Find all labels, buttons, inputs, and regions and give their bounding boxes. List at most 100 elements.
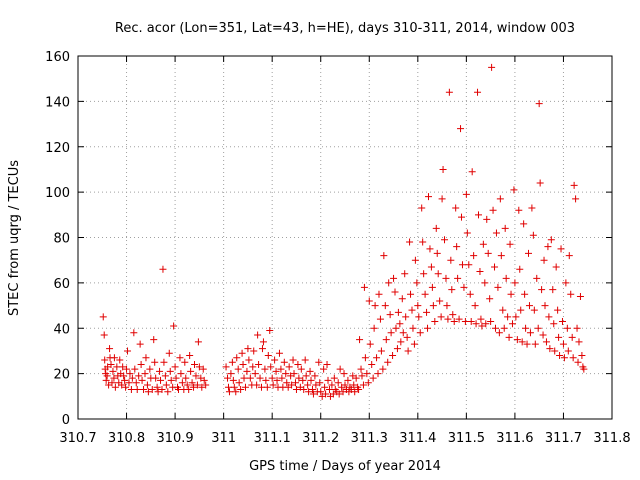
data-point-plus — [183, 381, 191, 389]
data-point-plus — [436, 297, 444, 305]
data-point-plus — [269, 381, 277, 389]
data-point-plus — [295, 374, 303, 382]
data-point-plus — [263, 383, 271, 391]
data-point-plus — [502, 274, 510, 282]
data-point-plus — [368, 361, 376, 369]
data-point-plus — [453, 243, 461, 251]
data-point-plus — [549, 286, 557, 294]
data-point-plus — [268, 374, 276, 382]
data-point-plus — [315, 358, 323, 366]
data-point-plus — [505, 333, 513, 341]
data-point-plus — [476, 268, 484, 276]
data-point-plus — [465, 261, 473, 269]
data-point-plus — [321, 383, 329, 391]
data-point-plus — [360, 283, 368, 291]
data-point-plus — [439, 165, 447, 173]
data-point-plus — [255, 361, 263, 369]
data-point-plus — [478, 322, 486, 330]
data-point-plus — [234, 365, 242, 373]
data-point-plus — [578, 351, 586, 359]
data-point-plus — [245, 356, 253, 364]
data-point-plus — [562, 279, 570, 287]
x-tick-label: 311.1 — [254, 431, 291, 446]
data-point-plus — [320, 365, 328, 373]
data-point-plus — [165, 349, 173, 357]
data-point-plus — [564, 347, 572, 355]
data-point-plus — [575, 338, 583, 346]
data-point-plus — [431, 317, 439, 325]
data-point-plus — [357, 365, 365, 373]
data-point-plus — [516, 265, 524, 273]
data-point-plus — [235, 379, 243, 387]
data-point-plus — [568, 333, 576, 341]
data-point-plus — [468, 168, 476, 176]
data-point-plus — [559, 340, 567, 348]
data-point-plus — [424, 324, 432, 332]
data-point-plus — [426, 245, 434, 253]
data-point-plus — [244, 345, 252, 353]
data-point-plus — [334, 379, 342, 387]
data-point-plus — [140, 386, 148, 394]
data-point-plus — [239, 361, 247, 369]
data-point-plus — [542, 338, 550, 346]
data-point-plus — [396, 320, 404, 328]
data-point-plus — [312, 381, 320, 389]
data-point-plus — [305, 388, 313, 396]
data-point-plus — [376, 315, 384, 323]
data-point-plus — [120, 372, 128, 380]
data-point-plus — [495, 329, 503, 337]
data-point-plus — [364, 379, 372, 387]
data-point-plus — [373, 354, 381, 362]
data-point-plus — [137, 361, 145, 369]
data-point-plus — [272, 367, 280, 375]
data-point-plus — [525, 249, 533, 257]
data-point-plus — [551, 347, 559, 355]
data-point-plus — [153, 383, 161, 391]
data-point-plus — [370, 324, 378, 332]
data-point-plus — [111, 383, 119, 391]
data-point-plus — [266, 327, 274, 335]
data-point-plus — [365, 297, 373, 305]
data-point-plus — [379, 365, 387, 373]
data-point-plus — [541, 302, 549, 310]
data-point-plus — [424, 193, 432, 201]
data-point-plus — [415, 313, 423, 321]
data-point-plus — [574, 358, 582, 366]
data-point-plus — [99, 313, 107, 321]
x-tick-label: 310.7 — [59, 431, 96, 446]
y-tick-labels: 0 20 40 60 80 100 120 140 160 — [45, 50, 70, 428]
data-point-plus — [385, 279, 393, 287]
data-point-plus — [481, 279, 489, 287]
data-point-plus — [526, 329, 534, 337]
data-point-plus — [569, 354, 577, 362]
data-point-plus — [391, 288, 399, 296]
data-point-plus — [261, 365, 269, 373]
data-point-plus — [258, 345, 266, 353]
data-point-plus — [108, 379, 116, 387]
data-point-plus — [486, 295, 494, 303]
data-point-plus — [448, 286, 456, 294]
data-point-plus — [316, 379, 324, 387]
data-point-plus — [433, 249, 441, 257]
data-point-plus — [447, 256, 455, 264]
data-point-plus — [277, 365, 285, 373]
data-point-plus — [487, 317, 495, 325]
data-point-plus — [455, 315, 463, 323]
data-point-plus — [406, 238, 414, 246]
data-point-plus — [472, 320, 480, 328]
data-point-plus — [489, 206, 497, 214]
data-point-plus — [240, 374, 248, 382]
data-point-plus — [477, 315, 485, 323]
data-point-plus — [421, 290, 429, 298]
data-point-plus — [375, 290, 383, 298]
data-point-plus — [200, 376, 208, 384]
data-point-plus — [458, 213, 466, 221]
data-point-plus — [484, 249, 492, 257]
data-point-plus — [467, 317, 475, 325]
data-point-plus — [186, 351, 194, 359]
data-point-plus — [100, 331, 108, 339]
data-point-plus — [181, 358, 189, 366]
data-point-plus — [552, 263, 560, 271]
data-point-plus — [470, 252, 478, 260]
